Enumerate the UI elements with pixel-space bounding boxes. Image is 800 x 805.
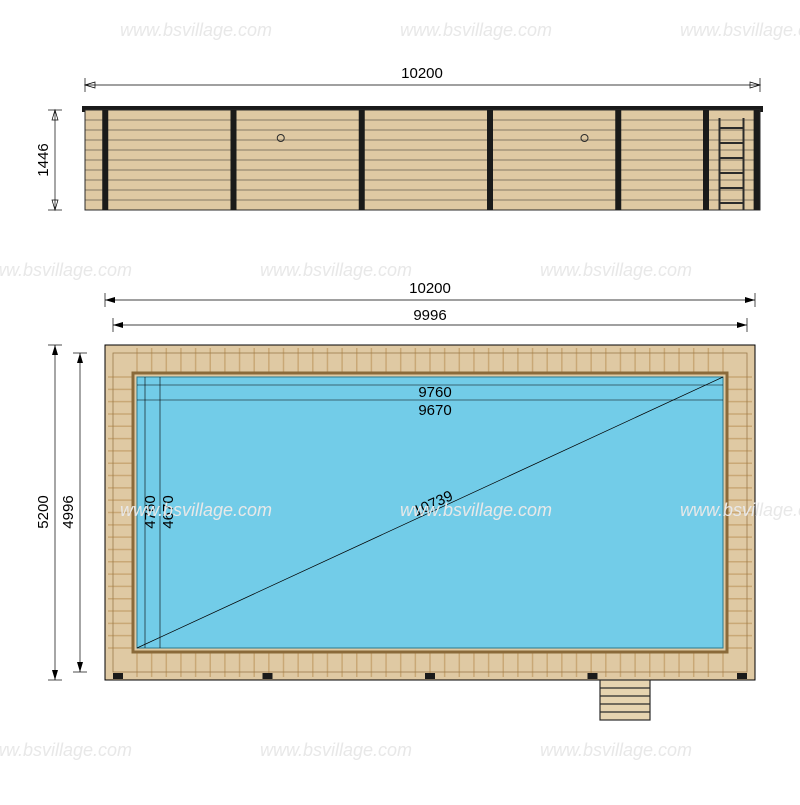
dim-plan-deck-w: 9996 [413,307,446,324]
elevation-view: 10200 1446 [35,65,763,210]
technical-drawing: 10200 1446 10200 9996 5200 [0,0,800,800]
dim-elev-width: 10200 [401,65,443,82]
plan-view: 10200 9996 5200 4996 10739 [35,280,755,720]
dim-elev-height: 1446 [35,143,52,176]
dim-plan-outer-h: 5200 [35,495,52,528]
dim-pool-h1: 4760 [142,495,159,528]
dim-pool-w1: 9760 [418,384,451,401]
ladder-plan [600,680,650,720]
dim-pool-h2: 4670 [160,495,177,528]
dim-plan-deck-h: 4996 [60,495,77,528]
dim-pool-w2: 9670 [418,402,451,419]
dim-plan-outer-w: 10200 [409,280,451,297]
